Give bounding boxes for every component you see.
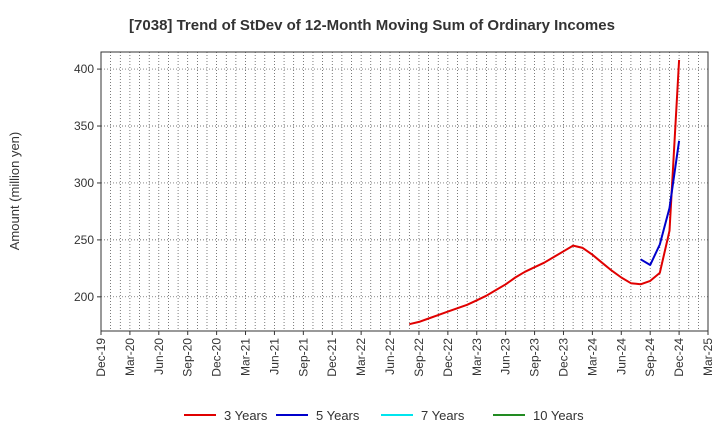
x-tick-label: Mar-20 [123,338,137,376]
legend-label: 7 Years [421,408,465,423]
y-axis-label: Amount (million yen) [7,132,22,251]
x-tick-label: Jun-20 [152,338,166,375]
x-tick-label: Sep-21 [296,338,310,377]
x-tick-label: Dec-20 [210,338,224,377]
plot-frame [100,51,709,332]
x-tick-label: Jun-24 [614,338,628,375]
x-tick-label: Mar-22 [354,338,368,376]
y-axis-ticks: 200 250 300 350 400 [74,62,101,304]
legend-label: 5 Years [316,408,360,423]
chart-title: [7038] Trend of StDev of 12-Month Moving… [129,17,615,34]
x-tick-label: Sep-24 [643,338,657,377]
x-tick-label: Dec-19 [94,338,108,377]
x-tick-label: Mar-23 [470,338,484,376]
x-tick-label: Dec-22 [441,338,455,377]
x-tick-label: Mar-21 [239,338,253,376]
x-tick-label: Sep-20 [181,338,195,377]
x-tick-label: Jun-21 [267,338,281,375]
y-tick-label: 200 [74,290,94,304]
x-tick-label: Jun-22 [383,338,397,375]
x-tick-label: Jun-23 [499,338,513,375]
series-line-5-years [640,140,681,266]
y-tick-label: 300 [74,176,94,190]
legend-label: 10 Years [533,408,584,423]
series-line-3-years [409,59,681,326]
legend-label: 3 Years [224,408,268,423]
x-axis-ticks: Dec-19 Mar-20 Jun-20 Sep-20 Dec-20 Mar-21 Jun-… [94,331,715,377]
y-tick-label: 250 [74,233,94,247]
x-tick-label: Dec-24 [672,338,686,377]
legend: 3 Years 5 Years 7 Years 10 Years [184,408,584,423]
grid [100,52,709,331]
x-tick-label: Dec-23 [556,338,570,377]
y-tick-label: 350 [74,119,94,133]
x-tick-label: Dec-21 [325,338,339,377]
x-tick-label: Mar-25 [701,338,715,376]
series-lines [409,59,681,326]
y-tick-label: 400 [74,62,94,76]
x-tick-label: Sep-22 [412,338,426,377]
x-tick-label: Sep-23 [528,338,542,377]
x-tick-label: Mar-24 [585,338,599,376]
